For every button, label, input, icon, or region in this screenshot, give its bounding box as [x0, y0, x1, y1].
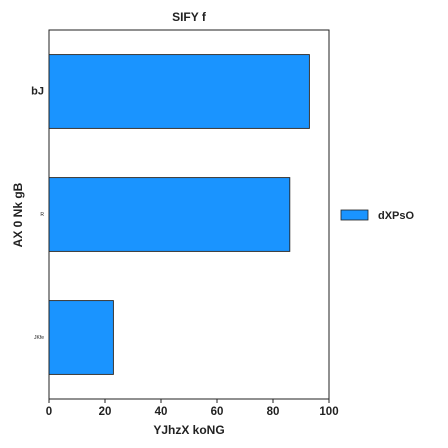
bar-R [48, 177, 291, 252]
bars [48, 54, 310, 375]
bar-JKfe [48, 300, 114, 375]
x-tick-label: 0 [46, 406, 52, 418]
x-tick-label: 80 [267, 406, 280, 418]
legend-label: dXPsO [378, 210, 415, 222]
x-ticks: 0 20 40 60 80 100 [46, 399, 339, 418]
x-tick-label: 40 [155, 406, 168, 418]
y-tick-labels: bJ R JKfe [31, 85, 44, 340]
x-tick-label: 20 [99, 406, 112, 418]
legend-swatch [340, 209, 369, 221]
x-tick-label: 100 [319, 406, 338, 418]
plot-frame [48, 29, 330, 400]
y-tick-label-R: R [40, 212, 44, 218]
bar-bJ [48, 54, 310, 129]
y-tick-label-bJ: bJ [31, 85, 44, 97]
chart-title: SIFY f [172, 10, 207, 24]
legend: dXPsO [340, 209, 415, 222]
y-tick-label-JKfe: JKfe [34, 335, 44, 341]
x-axis-label: YJhzX koNG [153, 423, 224, 437]
x-tick-label: 60 [211, 406, 224, 418]
y-axis-label: AX 0 Nk gB [11, 182, 25, 247]
